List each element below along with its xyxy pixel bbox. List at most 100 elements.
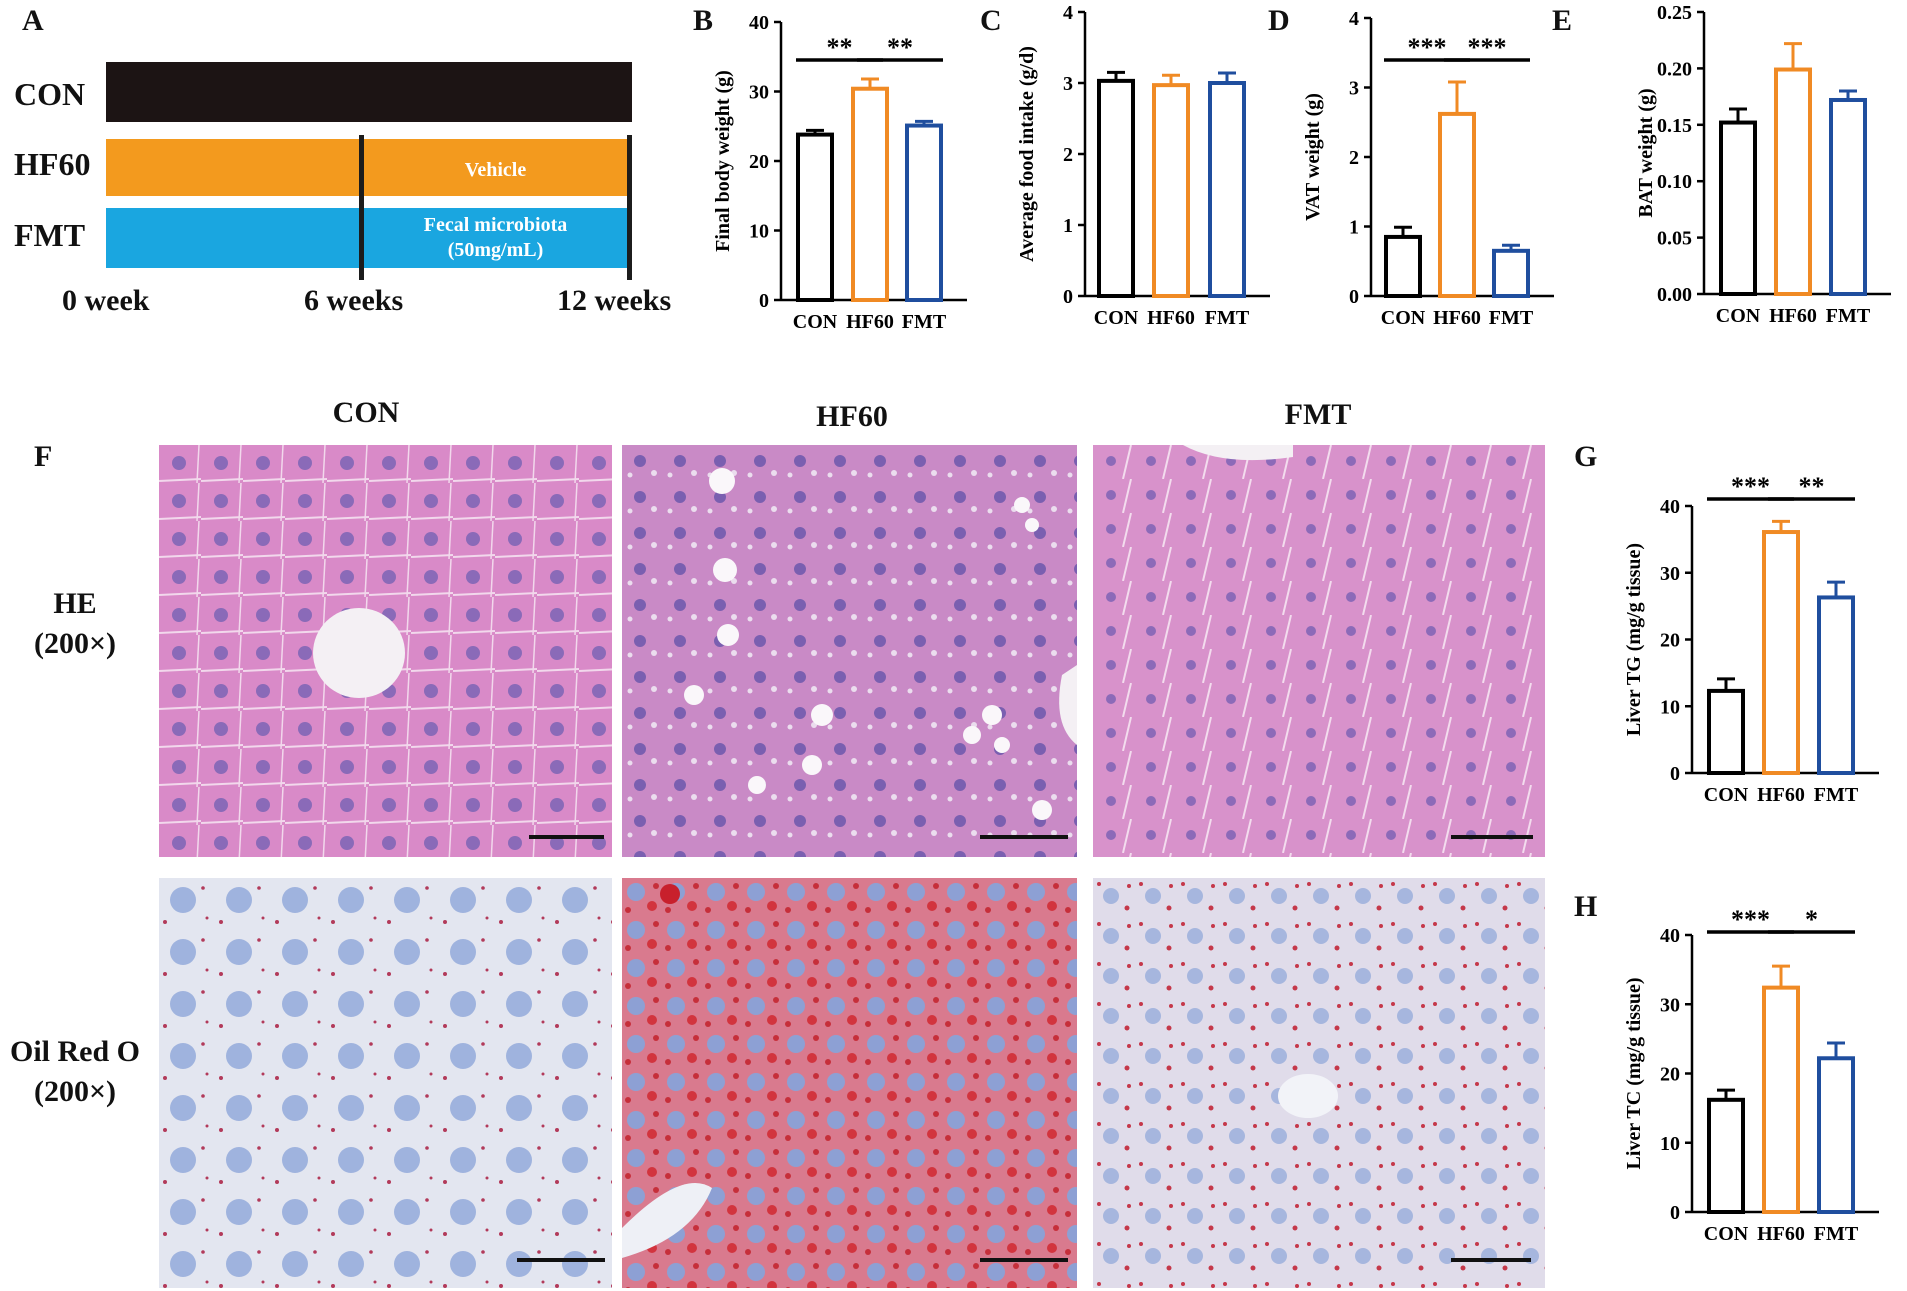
chart-h-ytick-label: 30 (1660, 994, 1680, 1016)
chart-e-ytick-label: 0.10 (1657, 171, 1692, 193)
oilred-texture-hf60 (622, 878, 1077, 1288)
week-6-label: 6 weeks (304, 284, 404, 317)
chart-h-sig-stars: * (1805, 905, 1818, 934)
he-micrograph-hf60 (622, 445, 1077, 857)
chart-e-ytick-label: 0.05 (1657, 228, 1692, 250)
chart-d-ytick-label: 1 (1349, 217, 1359, 239)
chart-b-bar-hf60 (851, 86, 889, 302)
chart-d-ytick-label: 2 (1349, 147, 1359, 169)
chart-c-bar-fmt (1208, 81, 1246, 298)
he-texture-hf60 (622, 445, 1077, 857)
chart-d-ytick-label: 3 (1349, 78, 1359, 100)
chart-e-category-label: HF60 (1769, 305, 1817, 327)
scale-bar-he-hf60 (980, 835, 1068, 839)
scale-bar-he-fmt (1451, 835, 1533, 839)
oilred-micrograph-con (159, 878, 612, 1288)
chart-liver-tg: 0 10 20 30 40 Liver TG (mg/g tissue) CON HF60 FM… (1623, 472, 1879, 806)
chart-b-ytick-label: 30 (749, 82, 769, 104)
panel-label-e: E (1552, 4, 1573, 37)
chart-b-ylabel: Final body weight (g) (712, 70, 734, 252)
week-12-label: 12 weeks (557, 284, 672, 317)
chart-b-ytick-label: 40 (749, 12, 769, 34)
chart-final-body-weight: 0 10 20 30 40 Final body weight (g) CON HF60 FMT… (712, 12, 967, 333)
chart-e-ytick-label: 0.15 (1657, 115, 1692, 137)
chart-g-bar-con (1707, 688, 1745, 776)
panel-label-a: A (22, 4, 44, 37)
timeline-group-fmt: FMT (14, 217, 86, 253)
timeline-bar-hf60 (106, 139, 632, 196)
chart-e-ytick-label: 0.20 (1657, 58, 1692, 80)
chart-e-bar-fmt (1829, 97, 1867, 297)
chart-g-bar-hf60 (1762, 530, 1800, 775)
scale-bar-oilred-con (517, 1258, 605, 1262)
chart-c-ytick-label: 3 (1063, 73, 1073, 95)
chart-e-bar-hf60 (1774, 67, 1812, 296)
chart-h-sig-stars: *** (1731, 905, 1770, 934)
chart-h-bar-hf60 (1762, 985, 1800, 1214)
chart-h-bar-fmt (1817, 1056, 1855, 1214)
chart-b-category-label: HF60 (846, 311, 894, 333)
chart-d-category-label: HF60 (1433, 307, 1481, 329)
chart-c-category-label: FMT (1205, 307, 1250, 329)
he-micrograph-fmt (1093, 445, 1545, 857)
histology-col-con: CON (332, 396, 400, 429)
panel-label-f: F (34, 440, 53, 473)
chart-c-ytick-label: 1 (1063, 215, 1073, 237)
chart-c-ytick-label: 4 (1063, 2, 1073, 24)
chart-d-bar-con (1384, 234, 1422, 299)
chart-c-bar-con (1097, 78, 1135, 299)
chart-d-ytick-label: 0 (1349, 286, 1359, 308)
chart-b-ytick-label: 20 (749, 151, 769, 173)
row-oilred-line1: Oil Red O (9, 1035, 140, 1068)
chart-d-category-label: CON (1381, 307, 1426, 329)
chart-c-ylabel: Average food intake (g/d) (1016, 46, 1038, 262)
chart-b-bar-con (796, 132, 834, 302)
chart-h-category-label: FMT (1814, 1223, 1859, 1245)
oilred-micrograph-hf60 (622, 878, 1077, 1288)
chart-d-bar-hf60 (1438, 111, 1476, 298)
chart-h-bar-con (1707, 1097, 1745, 1214)
chart-g-category-label: FMT (1814, 784, 1859, 806)
chart-h-ytick-label: 20 (1660, 1064, 1680, 1086)
chart-h-category-label: HF60 (1757, 1223, 1805, 1245)
chart-e-ytick-label: 0.25 (1657, 2, 1692, 24)
fmt-label-line2: (50mg/mL) (447, 239, 544, 261)
oilred-micrograph-fmt (1093, 878, 1545, 1288)
timeline-bar-fmt (106, 208, 632, 268)
row-he-line2: (200×) (33, 627, 117, 660)
chart-g-ytick-label: 10 (1660, 696, 1680, 718)
chart-bat-weight: 0.00 0.05 0.10 0.15 0.20 0.25 BAT weight (g) CO… (1635, 2, 1891, 327)
chart-g-ytick-label: 20 (1660, 630, 1680, 652)
chart-c-bar-hf60 (1152, 83, 1190, 298)
chart-d-bar-fmt (1492, 248, 1530, 298)
chart-e-ytick-label: 0.00 (1657, 284, 1692, 306)
panel-label-b: B (693, 4, 714, 37)
chart-b-ytick-label: 0 (759, 290, 769, 312)
histology-row-he: HE (200×) (0, 584, 150, 664)
scale-bar-he-con (529, 835, 604, 839)
chart-b-sig-stars: ** (887, 33, 913, 62)
chart-c-ytick-label: 0 (1063, 286, 1073, 308)
he-micrograph-con (159, 445, 612, 857)
histology-col-fmt: FMT (1284, 398, 1352, 431)
chart-d-ytick-label: 4 (1349, 8, 1359, 30)
chart-h-ylabel: Liver TC (mg/g tissue) (1623, 977, 1645, 1169)
chart-e-category-label: FMT (1826, 305, 1871, 327)
chart-g-ytick-label: 0 (1670, 763, 1680, 785)
histology-col-hf60: HF60 (816, 400, 888, 433)
oilred-texture-fmt (1093, 878, 1545, 1288)
panel-label-h: H (1574, 890, 1598, 923)
chart-h-category-label: CON (1704, 1223, 1749, 1245)
timeline-group-con: CON (14, 76, 86, 112)
chart-vat-weight: 0 1 2 3 4 VAT weight (g) CON HF60 FMT *** *** (1302, 8, 1554, 329)
timeline-divider-6wk (359, 135, 364, 280)
chart-d-ylabel: VAT weight (g) (1302, 93, 1324, 221)
he-texture-con (159, 445, 612, 857)
chart-h-ytick-label: 0 (1670, 1202, 1680, 1224)
chart-h-ytick-label: 10 (1660, 1133, 1680, 1155)
oilred-texture-con (159, 878, 612, 1288)
row-oilred-line2: (200×) (33, 1075, 117, 1108)
chart-e-category-label: CON (1716, 305, 1761, 327)
chart-b-sig-stars: ** (827, 33, 853, 62)
scale-bar-oilred-hf60 (980, 1258, 1068, 1262)
